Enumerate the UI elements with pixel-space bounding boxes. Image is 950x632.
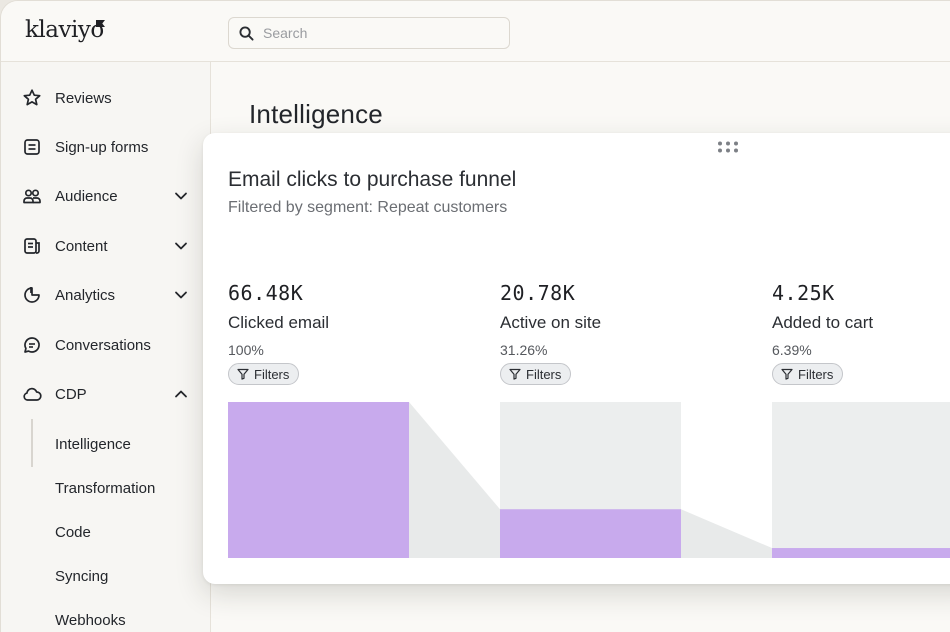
filters-button[interactable]: Filters — [500, 363, 572, 385]
funnel-bar — [772, 548, 950, 558]
stage-name: Clicked email — [228, 313, 330, 332]
klaviyo-logo[interactable]: klaviyo — [25, 17, 104, 43]
sidebar-subitem-code[interactable]: Code — [55, 523, 91, 541]
sidebar-item-content[interactable]: Content — [1, 226, 210, 266]
filters-button[interactable]: Filters — [772, 363, 844, 385]
filters-button[interactable]: Filters — [228, 363, 300, 385]
sidebar-item-reviews[interactable]: Reviews — [1, 78, 210, 118]
sidebar-item-label: Reviews — [55, 89, 112, 107]
filter-icon — [509, 368, 521, 380]
card-subtitle: Filtered by segment: Repeat customers — [228, 199, 508, 216]
funnel-bar — [228, 402, 409, 558]
sidebar: Reviews Sign-up forms Audience Content — [1, 62, 211, 632]
sidebar-item-cdp[interactable]: CDP — [1, 374, 210, 414]
funnel-bar-track — [772, 402, 950, 558]
funnel-connector — [409, 402, 500, 558]
drag-handle-icon[interactable] — [717, 141, 739, 153]
sidebar-item-label: Content — [55, 237, 108, 255]
stage-name: Active on site — [500, 313, 602, 332]
top-bar: klaviyo — [1, 1, 950, 62]
funnel-connector — [681, 509, 772, 558]
chevron-up-icon[interactable] — [173, 386, 189, 402]
sidebar-item-sign-up-forms[interactable]: Sign-up forms — [1, 127, 210, 167]
sidebar-item-analytics[interactable]: Analytics — [1, 275, 210, 315]
chevron-down-icon[interactable] — [173, 188, 189, 204]
search-box[interactable] — [228, 17, 510, 49]
sidebar-subitem-transformation[interactable]: Transformation — [55, 479, 156, 497]
sidebar-item-label: Audience — [55, 187, 118, 205]
sidebar-subitem-syncing[interactable]: Syncing — [55, 567, 109, 585]
filter-icon — [237, 368, 249, 380]
stage-percent: 6.39% — [772, 342, 812, 358]
content-icon — [22, 236, 42, 256]
stage-value: 4.25K — [772, 281, 835, 305]
funnel-card: Email clicks to purchase funnel Filtered… — [203, 133, 950, 584]
stage-value: 66.48K — [228, 281, 304, 305]
funnel-chart — [228, 402, 950, 558]
sidebar-item-label: Conversations — [55, 336, 151, 354]
sidebar-item-label: CDP — [55, 385, 87, 403]
sidebar-item-conversations[interactable]: Conversations — [1, 325, 210, 365]
form-icon — [22, 137, 42, 157]
audience-icon — [22, 186, 42, 206]
sidebar-subitem-webhooks[interactable]: Webhooks — [55, 611, 126, 629]
stage-name: Added to cart — [772, 313, 874, 332]
funnel-stage: 4.25K Added to cart 6.39% Filters — [772, 281, 873, 385]
sidebar-item-label: Analytics — [55, 286, 116, 304]
filters-label: Filters — [798, 366, 834, 382]
filters-label: Filters — [254, 366, 290, 382]
funnel-stage: 20.78K Active on site 31.26% Filters — [500, 281, 601, 385]
search-icon — [239, 25, 254, 41]
search-input[interactable] — [263, 25, 493, 41]
logo-flag-icon — [96, 20, 105, 27]
analytics-icon — [22, 285, 42, 305]
sidebar-subitem-intelligence[interactable]: Intelligence — [55, 435, 131, 453]
sidebar-item-audience[interactable]: Audience — [1, 176, 210, 216]
filter-icon — [781, 368, 793, 380]
chat-icon — [22, 335, 42, 355]
funnel-stage: 66.48K Clicked email 100% Filters — [228, 281, 329, 385]
sidebar-item-label: Sign-up forms — [55, 138, 149, 156]
stage-value: 20.78K — [500, 281, 576, 305]
stage-percent: 100% — [228, 342, 264, 358]
funnel-bar — [500, 509, 681, 558]
chevron-down-icon[interactable] — [173, 238, 189, 254]
active-indicator — [31, 419, 33, 467]
cloud-icon — [22, 384, 42, 404]
star-icon — [22, 88, 42, 108]
page-title: Intelligence — [249, 99, 383, 129]
chevron-down-icon[interactable] — [173, 287, 189, 303]
filters-label: Filters — [526, 366, 562, 382]
stage-percent: 31.26% — [500, 342, 548, 358]
card-title: Email clicks to purchase funnel — [228, 168, 517, 191]
